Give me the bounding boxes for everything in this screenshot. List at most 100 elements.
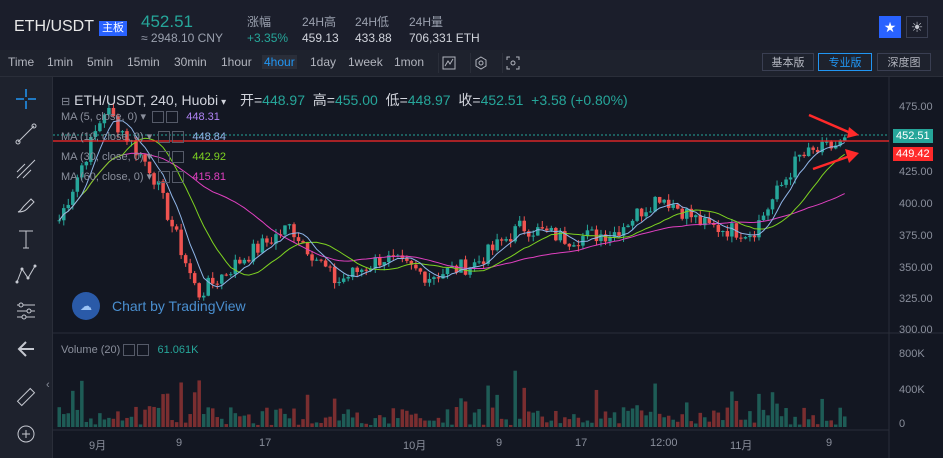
volume-bar: [558, 423, 563, 427]
tf-4hour[interactable]: 4hour: [262, 55, 297, 69]
candle-body: [675, 204, 680, 209]
volume-bar: [545, 422, 549, 427]
pair-name[interactable]: ETH/USDT: [14, 18, 94, 35]
price-chart[interactable]: [53, 77, 943, 458]
ma5-value: 448.31: [186, 111, 220, 123]
candle-body: [703, 217, 707, 226]
indicator-icon[interactable]: [438, 53, 459, 73]
volume-bar: [62, 414, 66, 427]
vol-tick-0: 0: [899, 418, 906, 430]
tf-1mon[interactable]: 1mon: [394, 55, 425, 69]
ma5-legend[interactable]: MA (5, close, 0) ▾ 448.31: [61, 111, 220, 124]
tf-1day[interactable]: 1day: [310, 55, 337, 69]
candle-body: [644, 212, 648, 217]
tf-5min[interactable]: 5min: [87, 55, 114, 69]
volume-bar: [752, 422, 757, 427]
basic-version-button[interactable]: 基本版: [762, 53, 814, 71]
volume-bar: [116, 411, 120, 427]
candle-body: [120, 131, 125, 133]
candle-body: [748, 235, 752, 238]
volume-label: Volume (20): [61, 344, 121, 356]
volume-bar: [210, 408, 215, 427]
candle-body: [441, 274, 445, 279]
candle-body: [206, 277, 210, 296]
volume-bar: [824, 420, 829, 427]
volume-bar: [599, 418, 603, 427]
close-value: 452.51: [480, 92, 524, 108]
back-arrow-icon[interactable]: [14, 337, 38, 361]
ma30-legend[interactable]: MA (30, close, 0) ▾ 442.92: [61, 151, 227, 164]
tf-1hour[interactable]: 1hour: [221, 55, 252, 69]
chart-area[interactable]: 475.00 452.51 449.42 425.00 400.00 375.0…: [45, 77, 943, 458]
dropdown-icon[interactable]: ▾: [221, 97, 227, 108]
ma60-legend[interactable]: MA (60, close, 0) ▾ 415.81: [61, 171, 227, 184]
volume-bar: [748, 411, 752, 427]
candle-body: [57, 220, 62, 222]
measure-icon[interactable]: [14, 299, 38, 323]
volume-bar: [716, 412, 721, 427]
candle-body: [639, 208, 644, 217]
trendline-icon[interactable]: [14, 122, 38, 146]
candle-body: [265, 238, 269, 243]
tf-time[interactable]: Time: [8, 55, 35, 69]
high-value: 455.00: [334, 92, 378, 108]
candle-body: [617, 232, 621, 236]
tf-1min[interactable]: 1min: [47, 55, 74, 69]
volume-bar: [387, 423, 391, 427]
candle-body: [436, 277, 441, 279]
candle-body: [662, 199, 666, 203]
candle-body: [220, 274, 224, 284]
tf-30min[interactable]: 30min: [174, 55, 207, 69]
collapse-panel-icon[interactable]: ‹: [45, 377, 51, 393]
volume-bar: [89, 418, 93, 427]
volume-bar: [183, 422, 188, 427]
candle-body: [599, 234, 603, 242]
volume-bar: [784, 408, 788, 427]
candle-body: [594, 229, 599, 242]
ruler-icon[interactable]: [14, 385, 38, 409]
text-icon[interactable]: [14, 227, 38, 251]
screenshot-icon[interactable]: [502, 53, 523, 73]
candle-body: [784, 179, 788, 185]
settings-icon[interactable]: [470, 53, 491, 73]
candle-body: [418, 268, 423, 272]
volume-bar: [829, 420, 833, 427]
zoom-icon[interactable]: [14, 422, 38, 446]
depth-chart-button[interactable]: 深度图: [877, 53, 931, 71]
volume-bar: [549, 420, 554, 427]
fib-icon[interactable]: [14, 157, 38, 181]
candle-body: [743, 237, 748, 239]
candle-body: [323, 260, 328, 267]
volume-bar: [170, 420, 174, 427]
candle-body: [621, 227, 626, 236]
candle-body: [143, 154, 147, 162]
collapse-icon[interactable]: ⊟: [61, 96, 71, 108]
candle-body: [806, 147, 811, 157]
ma30-label: MA (30, close, 0): [61, 151, 144, 163]
volume-bar: [806, 419, 811, 427]
candle-body: [459, 259, 463, 273]
time-tick-sep: 9月: [89, 440, 107, 452]
volume-bar: [242, 415, 247, 427]
stat-high-label: 24H高: [302, 15, 337, 29]
tf-15min[interactable]: 15min: [127, 55, 160, 69]
volume-legend[interactable]: Volume (20) 61.061K: [61, 344, 198, 357]
pattern-icon[interactable]: [14, 262, 38, 286]
sun-icon[interactable]: ☀: [906, 16, 928, 38]
brush-icon[interactable]: [14, 192, 38, 216]
pro-version-button[interactable]: 专业版: [818, 53, 872, 71]
volume-bar: [188, 414, 192, 427]
ma10-legend[interactable]: MA (10, close, 0) ▾ 448.84: [61, 131, 227, 144]
crosshair-icon[interactable]: [14, 87, 38, 111]
volume-bar: [224, 424, 229, 427]
candle-body: [486, 244, 490, 264]
star-icon[interactable]: ★: [879, 16, 901, 38]
tf-1week[interactable]: 1week: [348, 55, 383, 69]
candle-body: [111, 107, 116, 117]
candle-body: [739, 237, 743, 239]
volume-bar: [459, 398, 463, 427]
candle-body: [359, 269, 364, 272]
volume-bar: [766, 415, 770, 427]
volume-bar: [572, 414, 576, 427]
symbol-title[interactable]: ETH/USDT, 240, Huobi: [74, 92, 219, 108]
